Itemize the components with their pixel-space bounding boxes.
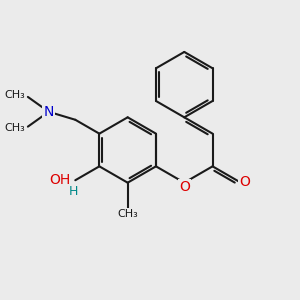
Text: CH₃: CH₃	[4, 123, 25, 133]
Text: N: N	[44, 105, 54, 119]
Text: CH₃: CH₃	[117, 209, 138, 219]
Text: O: O	[239, 175, 250, 189]
Text: O: O	[179, 180, 190, 194]
Text: CH₃: CH₃	[4, 90, 25, 100]
Text: H: H	[69, 185, 79, 198]
Text: OH: OH	[50, 173, 71, 187]
